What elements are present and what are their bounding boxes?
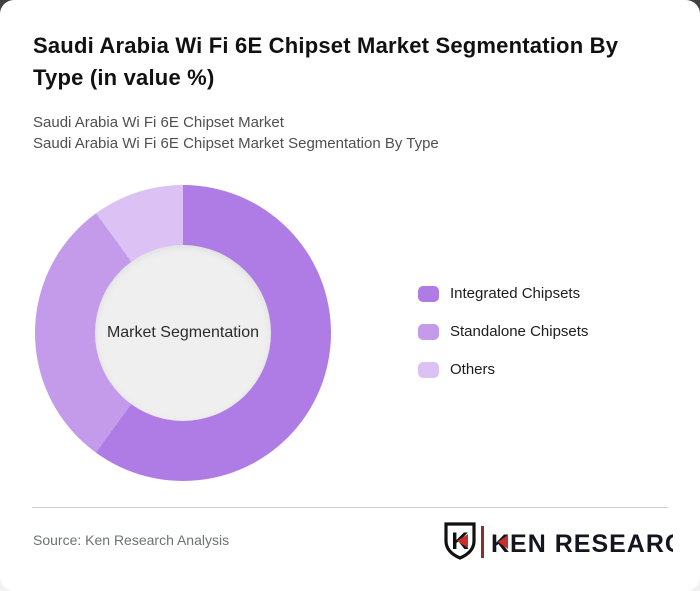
legend-label: Standalone Chipsets <box>450 323 589 340</box>
logo-wordmark-triangle-icon <box>498 535 508 549</box>
donut-center: Market Segmentation <box>95 245 271 421</box>
chart-subtitles: Saudi Arabia Wi Fi 6E Chipset Market Sau… <box>33 112 663 154</box>
legend-swatch-others <box>418 361 439 378</box>
legend-swatch-standalone-chipsets <box>418 323 439 340</box>
logo-brand-name: KEN RESEARCH <box>491 530 673 558</box>
legend-item-integrated-chipsets[interactable]: Integrated Chipsets <box>418 285 588 302</box>
subtitle-line-2: Saudi Arabia Wi Fi 6E Chipset Market Seg… <box>33 135 439 152</box>
source-text: Source: Ken Research Analysis <box>33 532 230 548</box>
chart-legend: Integrated Chipsets Standalone Chipsets … <box>418 285 588 399</box>
legend-label: Integrated Chipsets <box>450 285 581 302</box>
logo-separator <box>481 526 484 558</box>
legend-label: Others <box>450 361 496 378</box>
footer-divider <box>32 507 668 508</box>
logo-shield-triangle-icon <box>457 534 468 548</box>
donut-center-label: Market Segmentation <box>106 324 260 341</box>
page-title: Saudi Arabia Wi Fi 6E Chipset Market Seg… <box>33 33 619 90</box>
ken-research-logo: K KEN RESEARCH <box>444 522 673 560</box>
subtitle-line-1: Saudi Arabia Wi Fi 6E Chipset Market <box>33 114 284 131</box>
legend-item-standalone-chipsets[interactable]: Standalone Chipsets <box>418 323 588 340</box>
legend-swatch-integrated-chipsets <box>418 285 439 302</box>
legend-item-others[interactable]: Others <box>418 361 588 378</box>
donut-chart[interactable]: Market Segmentation <box>35 185 331 481</box>
